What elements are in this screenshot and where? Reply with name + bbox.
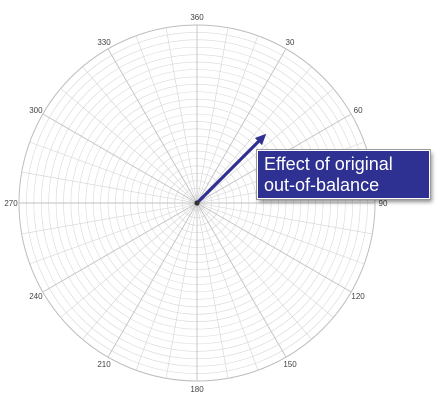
callout-label: Effect of original out-of-balance bbox=[256, 149, 431, 200]
grid-spoke bbox=[135, 35, 198, 204]
angle-label: 120 bbox=[351, 292, 365, 301]
grid-spoke bbox=[196, 202, 287, 358]
angle-label: 330 bbox=[97, 38, 111, 47]
angle-label: 90 bbox=[379, 199, 388, 208]
angle-label: 30 bbox=[286, 38, 295, 47]
grid-spoke bbox=[165, 202, 198, 379]
grid-spoke bbox=[196, 48, 287, 204]
grid-spoke bbox=[196, 202, 334, 318]
grid-spoke bbox=[196, 202, 312, 340]
grid-spoke bbox=[165, 27, 198, 204]
grid-spoke bbox=[196, 35, 259, 204]
grid-spoke bbox=[42, 202, 198, 293]
grid-spoke bbox=[196, 202, 259, 371]
angle-labels: 360 30 60 90 120 150 180 210 240 270 300 330 bbox=[4, 13, 388, 394]
grid-spoke bbox=[82, 202, 198, 340]
unbalance-vector-arrow bbox=[195, 133, 267, 205]
grid-spoke bbox=[21, 202, 198, 235]
grid-spoke bbox=[82, 66, 198, 204]
grid-spoke bbox=[29, 202, 198, 265]
grid-spoke bbox=[60, 88, 198, 204]
vector-arrowhead bbox=[254, 133, 267, 146]
center-point bbox=[194, 200, 200, 206]
angle-label: 300 bbox=[29, 106, 43, 115]
angle-label: 180 bbox=[190, 385, 204, 394]
angle-label: 360 bbox=[190, 13, 204, 22]
grid-spoke bbox=[60, 202, 198, 318]
angle-label: 270 bbox=[4, 199, 18, 208]
angle-label: 240 bbox=[29, 292, 43, 301]
grid-spoke bbox=[196, 27, 229, 204]
grid-spoke bbox=[196, 202, 365, 265]
grid-spoke bbox=[196, 88, 334, 204]
vector-shaft bbox=[195, 139, 261, 205]
callout-line-1: Effect of original bbox=[264, 154, 393, 174]
callout-line-2: out-of-balance bbox=[264, 175, 380, 195]
grid-spoke bbox=[21, 171, 198, 204]
grid-spoke bbox=[196, 202, 352, 293]
grid-spoke bbox=[107, 48, 198, 204]
grid-spoke bbox=[196, 202, 373, 235]
grid-spoke bbox=[29, 141, 198, 204]
angle-label: 60 bbox=[354, 106, 363, 115]
angle-label: 210 bbox=[97, 360, 111, 369]
angle-label: 150 bbox=[283, 360, 297, 369]
grid-spoke bbox=[107, 202, 198, 358]
grid-spoke bbox=[196, 202, 229, 379]
grid-spoke bbox=[196, 66, 312, 204]
grid-spoke bbox=[135, 202, 198, 371]
grid-spoke bbox=[42, 113, 198, 204]
